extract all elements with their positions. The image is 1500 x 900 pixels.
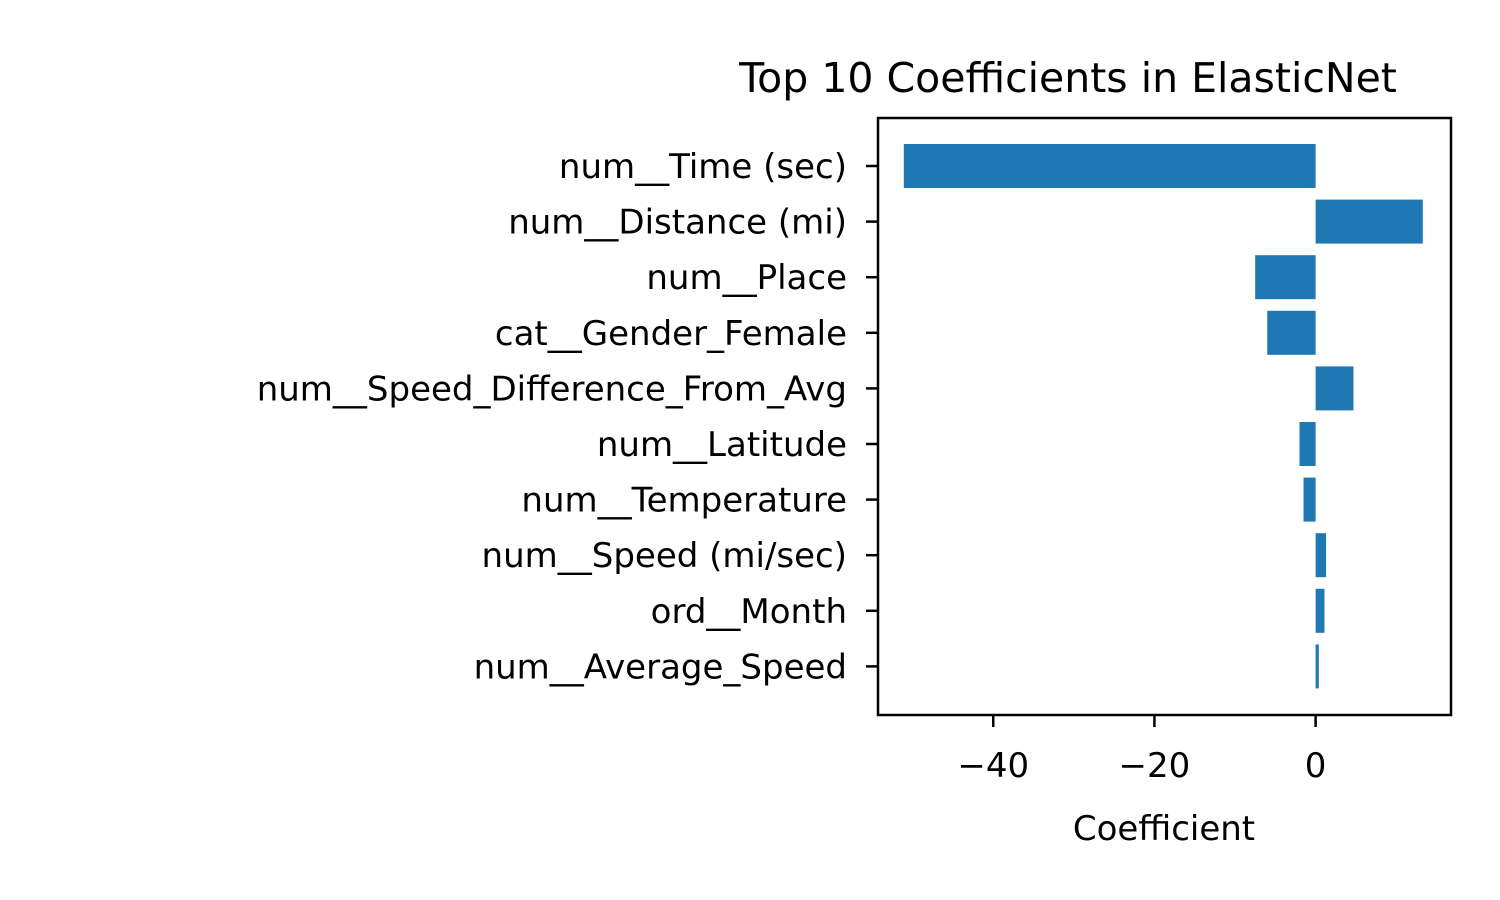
x-tick-label: 0: [1305, 746, 1327, 786]
bar: [1255, 255, 1316, 300]
bar: [1315, 644, 1319, 689]
y-tick-label: num__Speed_Difference_From_Avg: [257, 369, 847, 409]
y-tick-label: num__Temperature: [521, 481, 847, 521]
bar: [903, 144, 1316, 188]
bar: [1267, 310, 1316, 355]
chart-title: Top 10 Coefficients in ElasticNet: [738, 54, 1397, 102]
y-tick-label: num__Time (sec): [559, 147, 847, 187]
bar: [1315, 588, 1325, 633]
plot-area: [903, 144, 1423, 689]
bar: [1303, 477, 1316, 522]
bar: [1315, 533, 1327, 578]
x-tick-label: −20: [1119, 746, 1191, 786]
y-tick-label: num__Place: [646, 258, 847, 298]
bar: [1299, 422, 1316, 466]
plot-frame: [876, 116, 1453, 717]
y-axis: num__Time (sec) num__Distance (mi) num__Pl…: [257, 147, 878, 687]
x-axis-label: Coefficient: [1073, 809, 1255, 849]
x-tick-label: −40: [957, 746, 1029, 786]
y-tick-label: num__Distance (mi): [508, 203, 847, 243]
y-tick-label: num__Speed (mi/sec): [482, 536, 847, 576]
y-tick-label: ord__Month: [651, 592, 847, 632]
y-tick-label: num__Latitude: [597, 425, 847, 465]
bar: [1315, 366, 1354, 411]
x-axis: −40 −20 0: [957, 715, 1326, 786]
bar: [1315, 199, 1423, 244]
y-tick-label: num__Average_Speed: [474, 647, 847, 687]
y-tick-label: cat__Gender_Female: [495, 314, 847, 354]
